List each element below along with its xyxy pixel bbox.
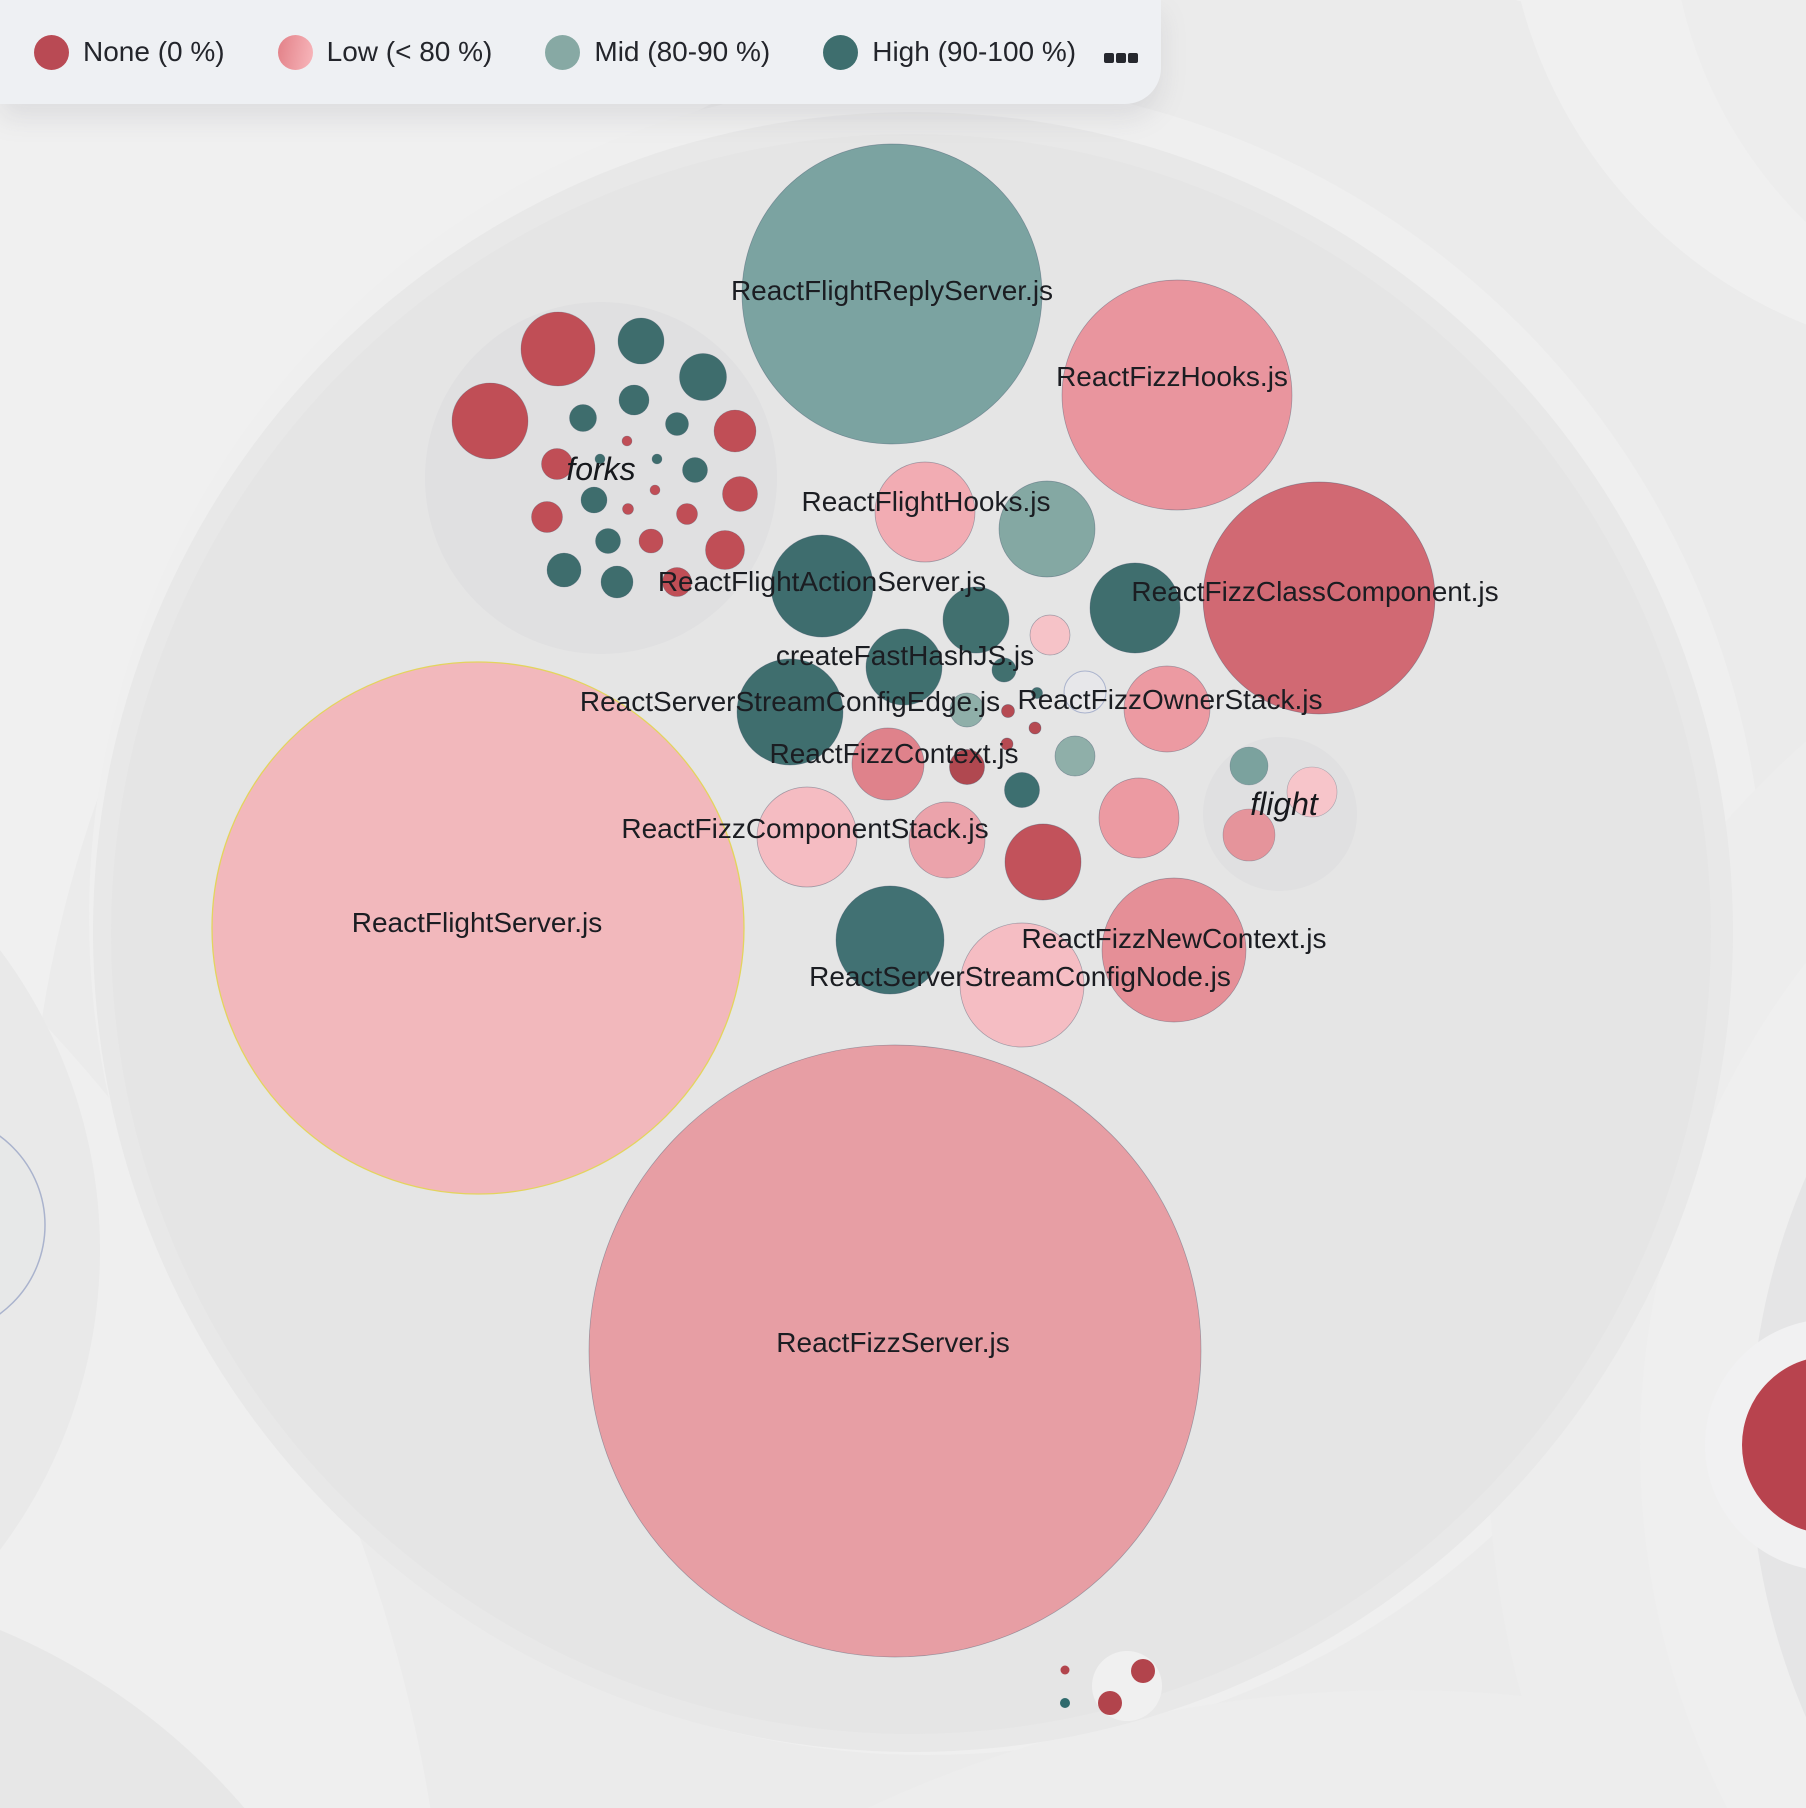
- svg-text:createFastHashJS.js: createFastHashJS.js: [776, 640, 1034, 671]
- svg-text:ReactServerStreamConfigEdge.js: ReactServerStreamConfigEdge.js: [580, 686, 1000, 717]
- svg-text:ReactFlightHooks.js: ReactFlightHooks.js: [802, 486, 1051, 517]
- svg-text:ReactFizzOwnerStack.js: ReactFizzOwnerStack.js: [1018, 684, 1323, 715]
- svg-text:ReactFizzComponentStack.js: ReactFizzComponentStack.js: [621, 813, 988, 844]
- svg-text:forks: forks: [566, 451, 635, 487]
- svg-text:ReactFizzContext.js: ReactFizzContext.js: [770, 738, 1019, 769]
- svg-text:ReactFlightServer.js: ReactFlightServer.js: [352, 907, 603, 938]
- svg-text:ReactFlightReplyServer.js: ReactFlightReplyServer.js: [731, 275, 1053, 306]
- svg-text:ReactServerStreamConfigNode.js: ReactServerStreamConfigNode.js: [809, 961, 1231, 992]
- svg-text:ReactFlightActionServer.js: ReactFlightActionServer.js: [658, 566, 986, 597]
- svg-text:ReactFizzClassComponent.js: ReactFizzClassComponent.js: [1131, 576, 1498, 607]
- svg-text:ReactFizzHooks.js: ReactFizzHooks.js: [1056, 361, 1288, 392]
- svg-text:ReactFizzServer.js: ReactFizzServer.js: [776, 1327, 1009, 1358]
- svg-text:ReactFizzNewContext.js: ReactFizzNewContext.js: [1022, 923, 1327, 954]
- svg-text:flight: flight: [1250, 786, 1319, 822]
